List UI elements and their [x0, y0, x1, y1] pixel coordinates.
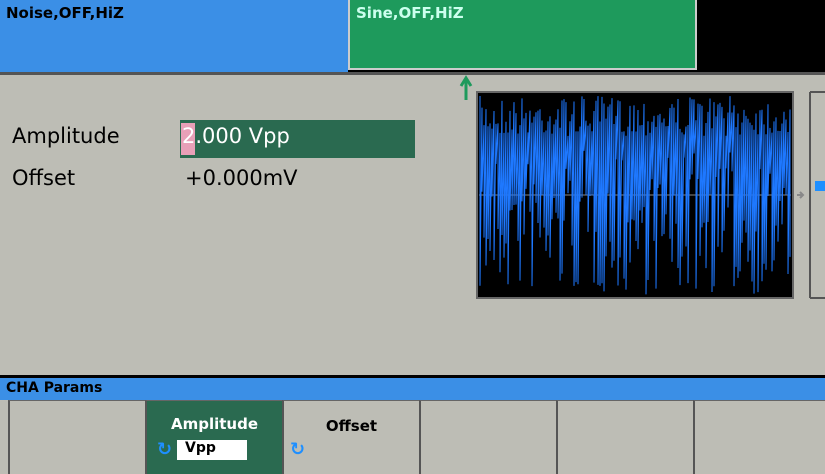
noise-trace — [479, 96, 791, 295]
softkey[interactable] — [419, 400, 556, 474]
scale-bracket — [809, 91, 825, 299]
softkey[interactable] — [8, 400, 145, 474]
tab-chb[interactable]: Sine,OFF,HiZ — [348, 0, 697, 70]
knob-icon: ↻ — [157, 439, 173, 460]
softkey-label: Amplitude — [170, 415, 259, 433]
offset-marker — [797, 191, 805, 199]
tab-cha[interactable]: Noise,OFF,HiZ — [0, 0, 348, 72]
softkey[interactable]: Offset ↻ — [282, 400, 419, 474]
knob-icon: ↻ — [290, 439, 306, 460]
cursor — [181, 123, 195, 155]
param-value: +0.000mV — [185, 166, 298, 190]
param-label: Offset — [12, 166, 76, 190]
param-value: 2.000 Vpp — [182, 124, 290, 148]
softkey-label: Offset — [325, 417, 378, 435]
menu-title: CHA Params — [0, 378, 825, 400]
unit-box: Vpp — [177, 440, 247, 460]
trigger-arrow — [459, 75, 473, 100]
softkey[interactable] — [693, 400, 825, 474]
softkey[interactable] — [556, 400, 693, 474]
scale-marker — [815, 181, 825, 191]
divider — [0, 375, 825, 378]
divider — [0, 72, 825, 75]
param-field[interactable] — [180, 120, 415, 158]
softkey[interactable]: Amplitude ↻ Vpp — [145, 400, 282, 474]
param-label: Amplitude — [12, 124, 120, 148]
